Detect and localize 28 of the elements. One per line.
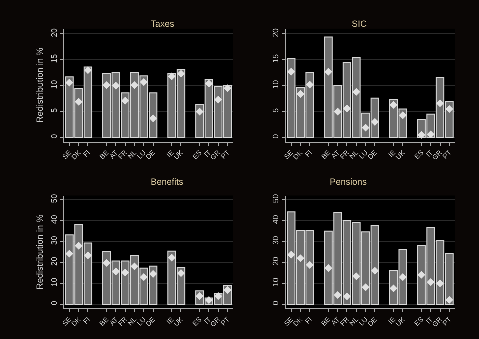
y-tick-label: 40 (50, 214, 59, 224)
y-tick-label: 5 (50, 108, 59, 113)
y-tick-label: 0 (50, 134, 59, 139)
y-tick-label: 15 (272, 54, 281, 64)
y-tick-label: 20 (272, 28, 281, 38)
y-tick-label: 0 (272, 300, 281, 306)
y-tick-label: 0 (272, 134, 281, 139)
y-tick-label: 5 (272, 108, 281, 113)
y-tick-label: 50 (50, 194, 59, 204)
y-tick-label: 20 (50, 28, 59, 38)
y-tick-label: 20 (50, 256, 59, 266)
y-tick-label: 40 (272, 214, 281, 224)
y-tick-label: 50 (272, 194, 281, 204)
y-tick-label: 30 (272, 236, 281, 246)
chart-title: Pensions (330, 177, 368, 187)
y-tick-label: 20 (272, 256, 281, 266)
y-axis-title: Redistribution in % (35, 48, 46, 123)
y-tick-label: 30 (50, 236, 59, 246)
chart-title: SIC (352, 19, 368, 29)
chart-title: Benefits (151, 177, 184, 187)
y-tick-label: 10 (272, 277, 281, 287)
y-tick-label: 10 (50, 277, 59, 287)
y-axis-title: Redistribution in % (35, 214, 46, 290)
y-tick-label: 10 (50, 80, 59, 90)
chart-title: Taxes (151, 19, 176, 29)
y-tick-label: 15 (50, 54, 59, 64)
y-tick-label: 10 (272, 80, 281, 90)
y-tick-label: 0 (50, 300, 59, 306)
